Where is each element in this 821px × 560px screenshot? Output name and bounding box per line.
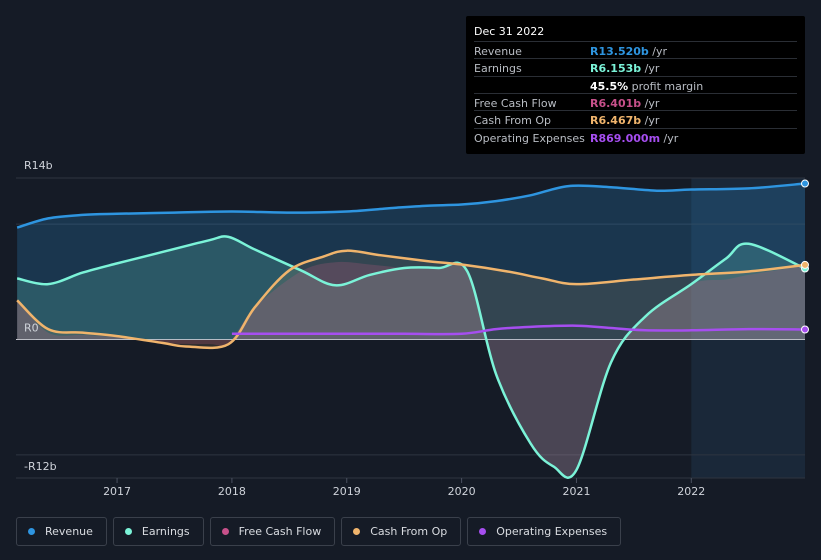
legend-label: Revenue: [45, 525, 93, 538]
tooltip-row: Cash From Op R6.467b /yr: [474, 110, 797, 128]
tooltip-row: Earnings R6.153b /yr: [474, 58, 797, 76]
tooltip-value: R869.000m /yr: [590, 131, 679, 145]
legend-dot-icon: [221, 528, 229, 535]
line-revenue: [16, 182, 806, 229]
x-tick-label: 2020: [448, 485, 476, 498]
x-tick-label: 2017: [103, 485, 131, 498]
x-tick-label: 2022: [677, 485, 705, 498]
tooltip-row: 45.5% profit margin: [474, 75, 797, 94]
tooltip-value: 45.5% profit margin: [590, 79, 704, 93]
legend: Revenue Earnings Free Cash Flow Cash From O…: [16, 517, 622, 546]
legend-item-cash-from-op[interactable]: Cash From Op: [341, 517, 462, 546]
endpoint-cash-from-op: [801, 260, 809, 269]
legend-label: Earnings: [141, 525, 190, 538]
legend-item-revenue[interactable]: Revenue: [16, 517, 107, 546]
endpoint-operating-expenses: [801, 325, 809, 334]
x-tick-label: 2021: [562, 485, 590, 498]
tooltip-label: Cash From Op: [474, 114, 552, 128]
area-revenue: [17, 183, 805, 340]
legend-label: Free Cash Flow: [238, 525, 322, 538]
y-tick-label: R0: [24, 322, 39, 335]
legend-label: Operating Expenses: [496, 525, 608, 538]
line-operating-expenses: [231, 324, 806, 336]
tooltip-value: R6.401b /yr: [590, 96, 660, 110]
tooltip-label: Revenue: [474, 45, 522, 58]
tooltip-date: Dec 31 2022: [474, 25, 545, 38]
tooltip-row: Revenue R13.520b /yr: [474, 41, 797, 59]
legend-label: Cash From Op: [370, 525, 448, 538]
tooltip-label: Earnings: [474, 62, 522, 76]
tooltip-value: R6.153b /yr: [590, 62, 660, 76]
line-earnings: [16, 235, 806, 479]
endpoint-revenue: [801, 179, 809, 188]
area-cash-from-op: [17, 250, 805, 348]
tooltip-label: Operating Expenses: [474, 131, 585, 145]
tooltip-row: Free Cash Flow R6.401b /yr: [474, 92, 797, 111]
legend-dot-icon: [479, 528, 487, 535]
tooltip-label: Free Cash Flow: [474, 96, 557, 110]
tooltip: Dec 31 2022 Revenue R13.520b /yr Earnings R…: [466, 16, 805, 154]
area-earnings: [17, 236, 805, 478]
tooltip-value: R13.520b /yr: [590, 45, 668, 58]
legend-dot-icon: [28, 528, 35, 535]
y-tick-label: -R12b: [24, 460, 57, 473]
x-tick-label: 2019: [333, 485, 361, 498]
area-free-cash-flow: [17, 261, 805, 478]
tooltip-value: R6.467b /yr: [590, 114, 660, 128]
legend-item-operating-expenses[interactable]: Operating Expenses: [467, 517, 622, 546]
legend-item-earnings[interactable]: Earnings: [112, 517, 204, 546]
legend-dot-icon: [353, 528, 361, 535]
line-cash-from-op: [16, 249, 806, 350]
legend-item-free-cash-flow[interactable]: Free Cash Flow: [209, 517, 336, 546]
x-tick-label: 2018: [218, 485, 246, 498]
legend-dot-icon: [124, 528, 132, 535]
tooltip-row: Operating Expenses R869.000m /yr: [474, 127, 797, 146]
y-tick-label: R14b: [24, 159, 53, 172]
